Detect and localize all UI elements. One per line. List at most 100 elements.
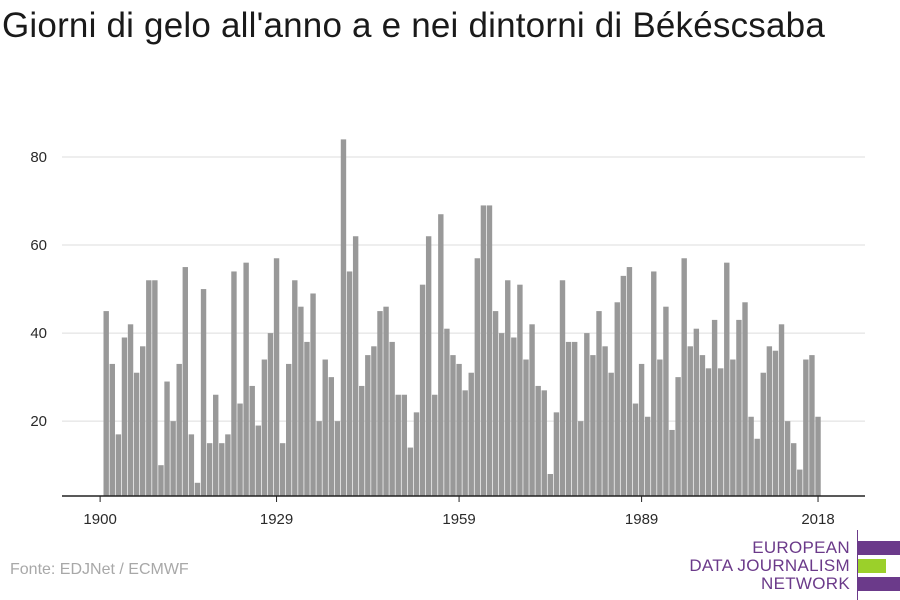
bar-1944	[365, 355, 371, 496]
bar-1998	[693, 328, 700, 496]
bar-2012	[778, 324, 785, 496]
bar-1937	[322, 359, 328, 496]
bar-1979	[578, 421, 584, 496]
bar-1968	[511, 337, 517, 496]
source-note: Fonte: EDJNet / ECMWF	[10, 561, 189, 578]
bar-1946	[377, 311, 383, 496]
y-tick-label-40: 40	[30, 325, 47, 342]
bar-1954	[425, 236, 432, 496]
bar-2018	[815, 416, 821, 496]
bar-1911	[164, 381, 170, 496]
bar-2010	[766, 346, 773, 496]
bar-1958	[450, 355, 456, 496]
bar-1929	[273, 258, 280, 496]
bar-1955	[432, 394, 438, 496]
bar-1976	[559, 280, 566, 496]
bar-1932	[292, 280, 298, 496]
bar-2003	[724, 262, 730, 496]
bar-2009	[760, 372, 766, 496]
bar-2015	[797, 469, 803, 496]
bar-1939	[334, 421, 341, 496]
bar-1925	[249, 385, 255, 496]
bar-1953	[419, 284, 426, 496]
bar-2006	[742, 302, 748, 496]
bar-1921	[225, 434, 231, 496]
bar-1995	[675, 377, 681, 496]
bar-1984	[608, 372, 614, 496]
bar-1916	[194, 482, 201, 496]
bar-2005	[736, 319, 742, 496]
bar-1903	[115, 434, 122, 496]
page-title: Giorni di gelo all'anno a e nei dintorni…	[2, 6, 825, 45]
bar-1967	[505, 280, 511, 496]
logo-line-1: EUROPEAN	[752, 538, 850, 557]
bar-1917	[200, 289, 207, 496]
bar-1924	[243, 262, 249, 496]
bar-1960	[462, 390, 468, 496]
bar-2011	[772, 350, 779, 496]
bar-1943	[359, 385, 365, 496]
bar-1938	[328, 377, 335, 496]
logo-divider	[857, 530, 858, 600]
x-axis: 1900 1929 1959 1989 2018	[62, 495, 865, 528]
edjnet-logo[interactable]: EUROPEAN DATA JOURNALISM NETWORK	[689, 530, 900, 600]
bar-1977	[565, 341, 572, 496]
bar-1980	[584, 333, 590, 496]
bar-1927	[261, 359, 268, 496]
bar-2017	[809, 355, 815, 496]
bar-1910	[158, 465, 164, 496]
y-tick-label-80: 80	[30, 149, 47, 166]
bar-1962	[474, 258, 481, 496]
bar-1956	[438, 214, 444, 496]
bar-1965	[492, 311, 499, 496]
bar-2000	[705, 368, 712, 496]
bar-1912	[170, 421, 176, 496]
bar-1902	[109, 363, 115, 496]
bar-1923	[237, 403, 243, 496]
bar-1928	[267, 333, 274, 496]
bar-2004	[730, 359, 736, 496]
bar-1974	[547, 473, 554, 496]
bar-1985	[614, 302, 620, 496]
bar-1975	[553, 412, 560, 496]
bar-1930	[279, 443, 286, 496]
bar-1935	[310, 293, 316, 496]
bar-1992	[657, 359, 663, 496]
bar-1982	[596, 311, 602, 496]
bar-1949	[395, 394, 401, 496]
bar-1922	[231, 271, 237, 496]
logo-bar-purple-top	[858, 541, 900, 555]
logo-bar-green	[858, 559, 886, 573]
x-tick-label-1959: 1959	[442, 511, 475, 528]
bar-1915	[188, 434, 195, 496]
bar-1951	[407, 447, 414, 496]
bar-2007	[748, 416, 754, 496]
bar-1971	[529, 324, 535, 496]
bar-1970	[523, 359, 529, 496]
bar-1913	[176, 363, 182, 496]
bar-2013	[784, 421, 791, 496]
y-tick-label-20: 20	[30, 413, 47, 430]
bar-1991	[651, 271, 657, 496]
bar-1993	[663, 306, 669, 496]
bar-1947	[383, 306, 389, 496]
bar-2014	[790, 443, 797, 496]
x-tick-label-1900: 1900	[83, 511, 116, 528]
bar-2002	[717, 368, 724, 496]
bar-1972	[535, 385, 541, 496]
y-tick-label-60: 60	[30, 237, 47, 254]
bar-1942	[352, 236, 359, 496]
bar-1920	[219, 443, 225, 496]
bar-1997	[687, 346, 693, 496]
bar-1933	[298, 306, 304, 496]
x-tick-label-2018: 2018	[801, 511, 834, 528]
bar-1908	[146, 280, 152, 496]
bar-1941	[346, 271, 353, 496]
y-axis-ticks: 20 40 60 80	[30, 149, 47, 430]
bar-1919	[213, 394, 219, 496]
bar-1952	[413, 412, 420, 496]
bar-1989	[638, 363, 645, 496]
bar-1959	[456, 363, 462, 496]
bar-2016	[803, 359, 809, 496]
bar-1948	[389, 341, 395, 496]
